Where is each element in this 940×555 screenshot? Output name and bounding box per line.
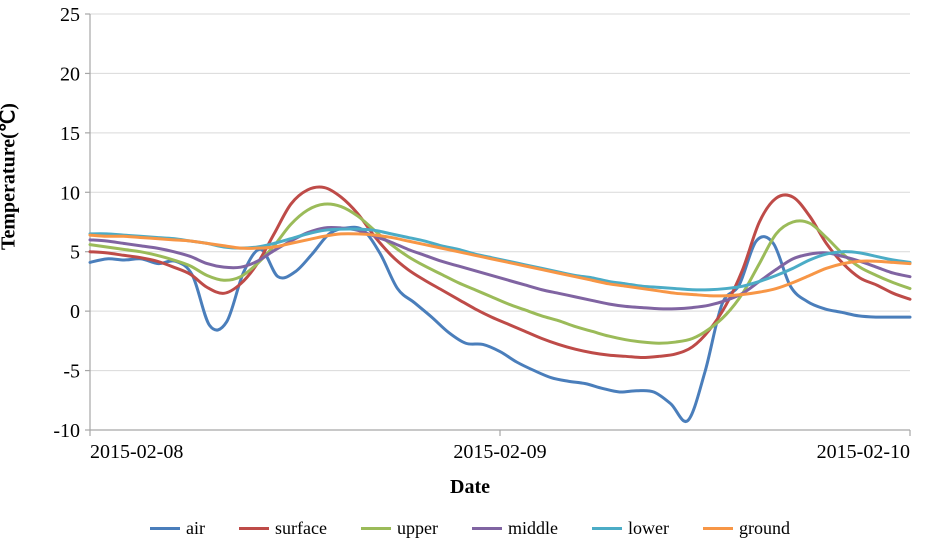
legend-item-ground: ground [703,518,790,539]
y-tick-label: 25 [60,4,80,26]
legend-swatch-icon [472,527,502,530]
y-tick-label: 20 [60,63,80,85]
y-tick-label: 15 [60,123,80,145]
legend-item-lower: lower [592,518,669,539]
legend-label: surface [275,518,327,539]
legend: air surface upper middle lower ground [0,518,940,539]
series-air [90,227,910,421]
legend-item-air: air [150,518,205,539]
legend-swatch-icon [592,527,622,530]
chart-svg: -10 -5 0 5 10 15 20 25 2015-02-08 2015-02-09 2015-… [0,0,940,555]
y-tick-label: 10 [60,182,80,204]
legend-swatch-icon [239,527,269,530]
series-middle [90,227,910,308]
x-tick-label: 2015-02-08 [90,441,183,463]
legend-swatch-icon [703,527,733,530]
legend-label: air [186,518,205,539]
legend-swatch-icon [150,527,180,530]
legend-swatch-icon [361,527,391,530]
x-axis-title: Date [0,476,940,499]
legend-label: middle [508,518,558,539]
y-axis-title: Temperature(℃) [0,103,21,250]
temperature-chart: -10 -5 0 5 10 15 20 25 2015-02-08 2015-02-09 2015-… [0,0,940,555]
legend-item-surface: surface [239,518,327,539]
y-tick-label: 0 [70,301,80,323]
y-tick-label: -5 [63,361,80,383]
legend-item-middle: middle [472,518,558,539]
legend-label: lower [628,518,669,539]
legend-label: ground [739,518,790,539]
y-tick-label: 5 [70,242,80,264]
x-tick-label: 2015-02-09 [453,441,546,463]
legend-label: upper [397,518,438,539]
x-tick-label: 2015-02-10 [817,441,910,463]
legend-item-upper: upper [361,518,438,539]
y-tick-label: -10 [53,420,80,442]
